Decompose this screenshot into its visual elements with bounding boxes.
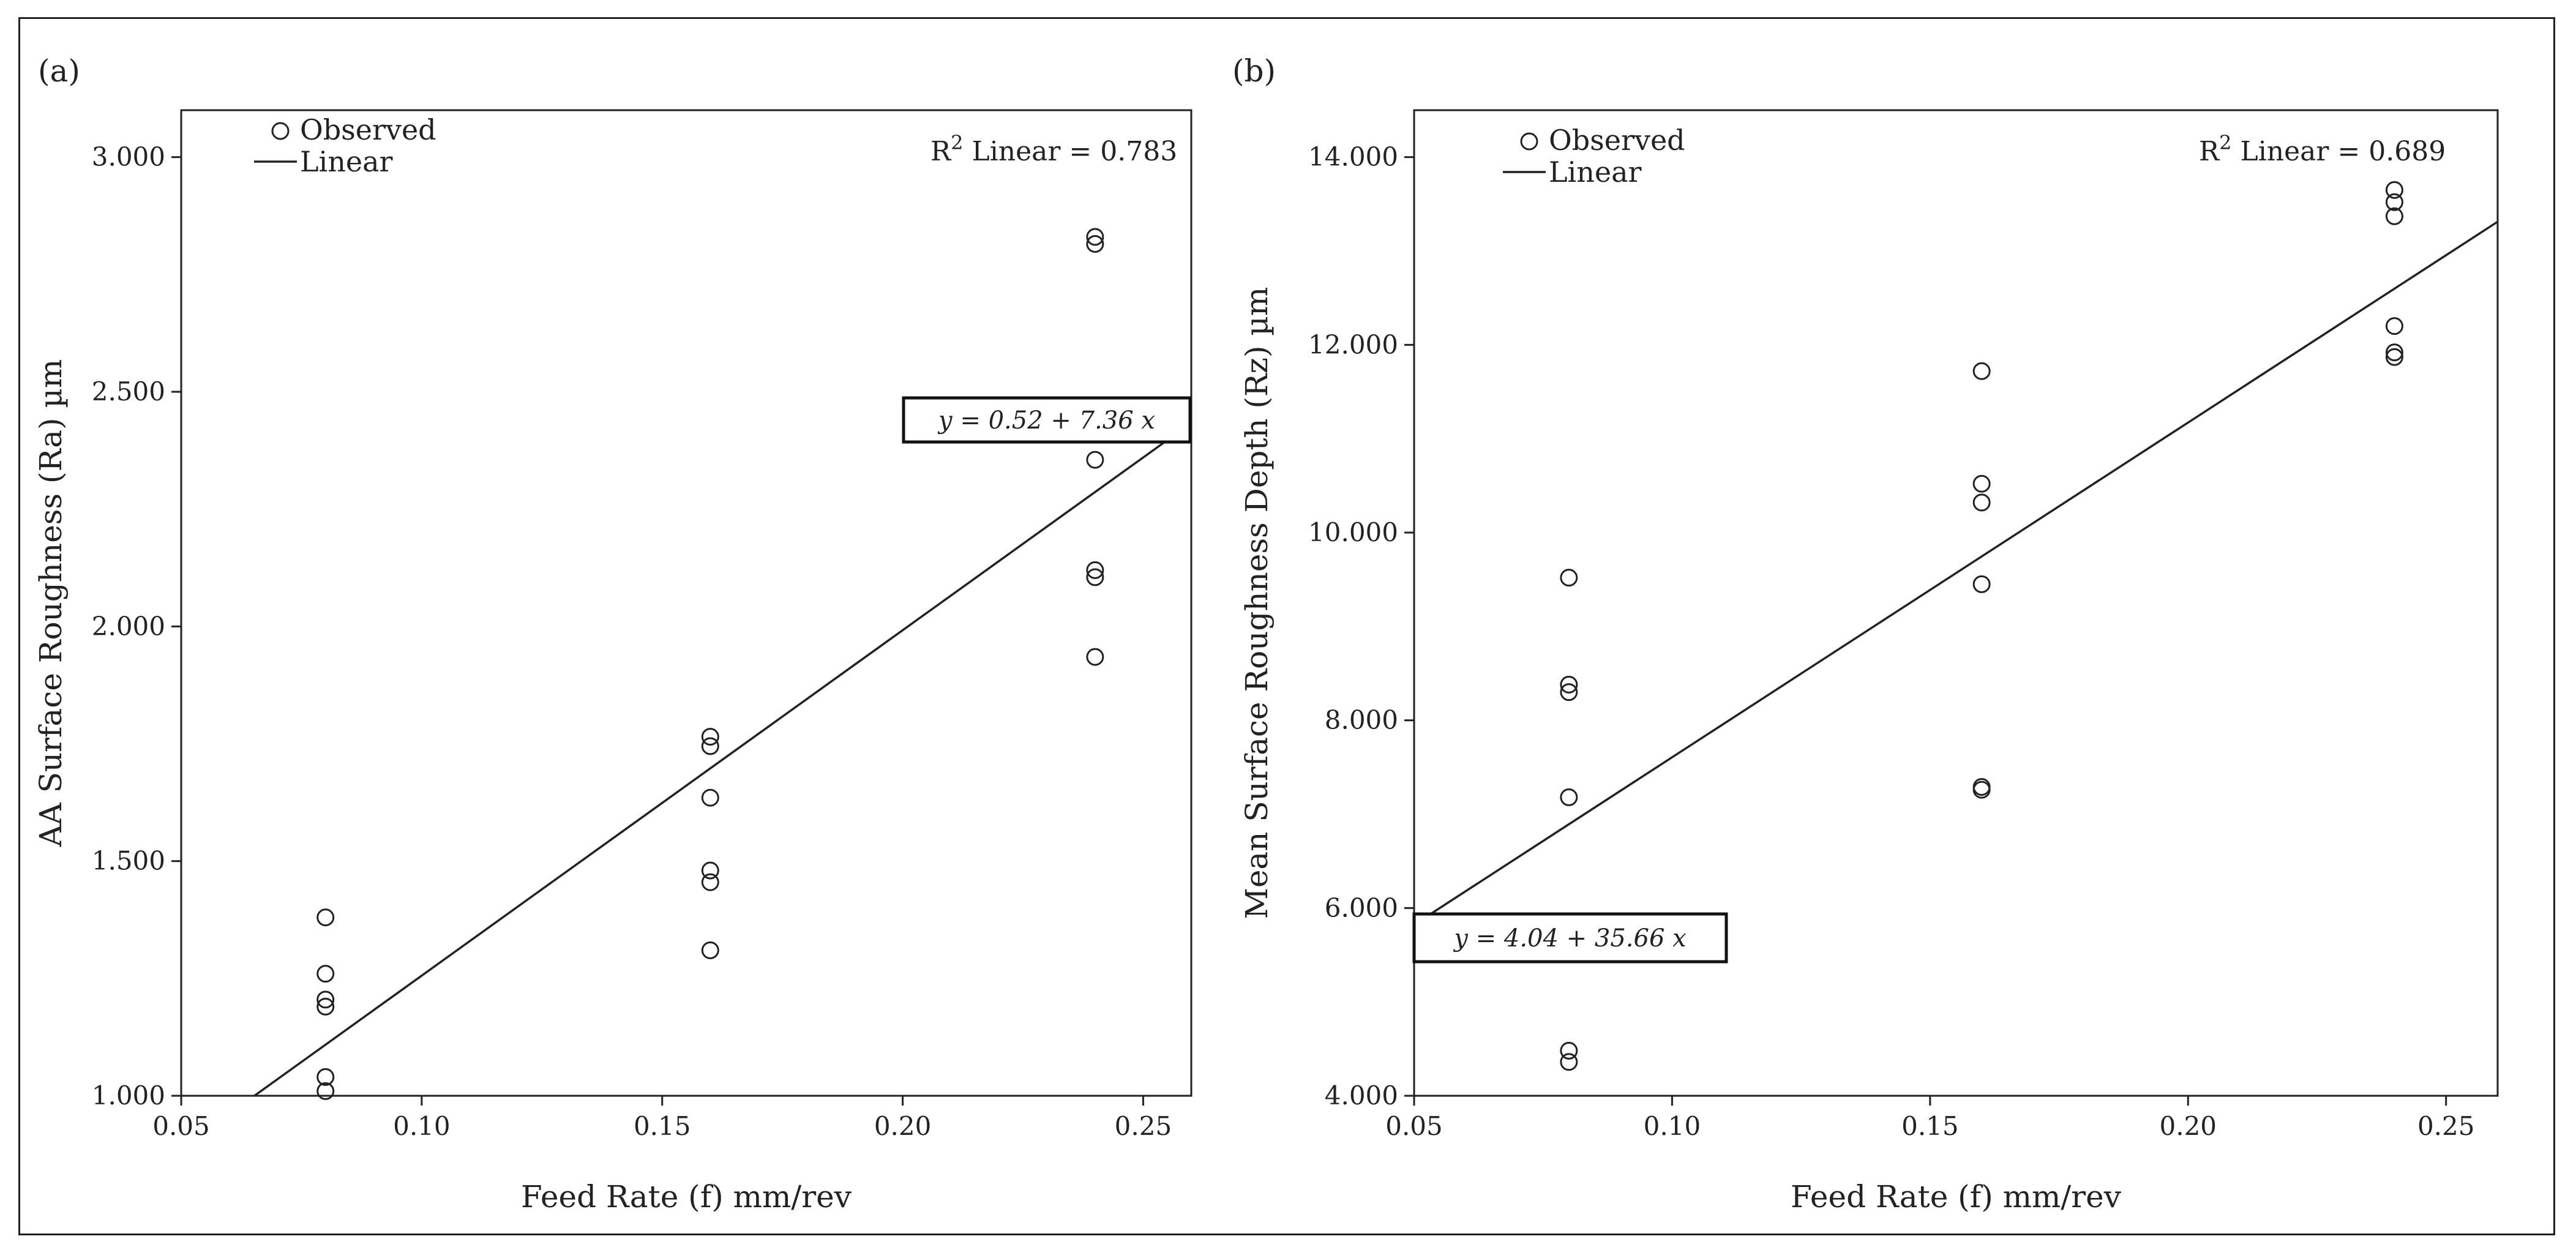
y-axis-title: AA Surface Roughness (Ra) µm — [33, 359, 69, 848]
data-point — [701, 737, 719, 755]
panel-label: (a) — [38, 53, 80, 89]
data-point — [2385, 181, 2403, 199]
data-point — [1560, 675, 1578, 694]
chart-panel-b: (b) 0.05 0.10 0.15 0.20 0.25 4.000 6.000 8.000 10… — [1232, 53, 2499, 1215]
x-tick-label: 0.10 — [393, 1111, 451, 1141]
data-point — [316, 1068, 335, 1086]
y-tick-label: 8.000 — [1325, 705, 1398, 735]
data-point — [1972, 362, 1991, 380]
data-point — [316, 1082, 335, 1100]
data-point — [2385, 348, 2403, 366]
x-tick-label: 0.25 — [2417, 1111, 2475, 1141]
data-point — [701, 728, 719, 746]
y-tick-label: 4.000 — [1325, 1080, 1398, 1110]
legend-observed-marker — [1520, 132, 1538, 151]
legend-observed-label: Observed — [1549, 124, 1685, 157]
y-axis-title: Mean Surface Roughness Depth (Rz) µm — [1239, 287, 1275, 919]
data-point — [316, 997, 335, 1016]
x-tick-label: 0.05 — [1385, 1111, 1443, 1141]
y-tick-label: 2.000 — [92, 611, 165, 641]
data-point — [1086, 228, 1104, 246]
y-tick-label: 6.000 — [1325, 893, 1398, 923]
data-point — [701, 873, 719, 891]
data-point — [1086, 561, 1104, 579]
x-tick-label: 0.20 — [2160, 1111, 2217, 1141]
panel-label: (b) — [1232, 53, 1276, 89]
data-point — [1972, 575, 1991, 593]
data-point — [2385, 317, 2403, 335]
equation-box — [902, 396, 1192, 444]
data-point — [1086, 235, 1104, 253]
x-tick-label: 0.05 — [152, 1111, 210, 1141]
linear-fit-line — [1414, 220, 2498, 926]
legend-linear-label: Linear — [1549, 155, 1642, 189]
data-point — [1972, 474, 1991, 493]
data-point — [701, 788, 719, 807]
legend-linear-label: Linear — [300, 145, 393, 178]
data-point — [2385, 343, 2403, 362]
data-point — [1086, 648, 1104, 666]
y-tick-label: 3.000 — [92, 142, 165, 172]
y-tick-label: 10.000 — [1308, 517, 1398, 547]
data-point — [701, 861, 719, 880]
legend-observed-marker — [271, 122, 290, 140]
plot-area — [180, 109, 1193, 1097]
y-tick-label: 2.500 — [92, 376, 165, 406]
equation-text: y = 4.04 + 35.66 x — [1453, 924, 1686, 953]
figure-frame — [18, 17, 2555, 1235]
x-tick-label: 0.25 — [1115, 1111, 1172, 1141]
x-tick-label: 0.20 — [874, 1111, 932, 1141]
data-point — [316, 990, 335, 1009]
r2-annotation: R2 Linear = 0.783 — [930, 131, 1177, 167]
data-point — [1560, 1041, 1578, 1060]
x-axis-title: Feed Rate (f) mm/rev — [1791, 1179, 2122, 1215]
data-point — [701, 941, 719, 959]
data-point — [1086, 568, 1104, 586]
x-tick-label: 0.15 — [634, 1111, 691, 1141]
data-point — [316, 908, 335, 927]
y-tick-label: 1.500 — [92, 846, 165, 876]
data-point — [1560, 788, 1578, 806]
r2-annotation: R2 Linear = 0.689 — [2199, 131, 2446, 167]
data-point — [1086, 451, 1104, 469]
data-point — [316, 965, 335, 983]
data-point — [1560, 1053, 1578, 1071]
equation-box — [1412, 912, 1728, 964]
data-point — [2385, 193, 2403, 211]
y-tick-label: 12.000 — [1308, 329, 1398, 359]
equation-text: y = 0.52 + 7.36 x — [937, 406, 1155, 435]
x-axis-title: Feed Rate (f) mm/rev — [521, 1179, 852, 1215]
data-point — [1972, 781, 1991, 799]
data-point — [1560, 683, 1578, 702]
chart-panel-a: (a) 0.05 0.10 0.15 0.20 0.25 1.000 1.500 2.000 2.… — [33, 53, 1193, 1215]
linear-fit-line — [252, 422, 1191, 1096]
plot-area — [1413, 109, 2499, 1097]
data-point — [1560, 569, 1578, 587]
data-point — [1972, 493, 1991, 512]
x-tick-label: 0.10 — [1644, 1111, 1701, 1141]
y-tick-label: 14.000 — [1308, 142, 1398, 172]
legend-observed-label: Observed — [300, 113, 436, 146]
data-point — [2385, 207, 2403, 225]
x-tick-label: 0.15 — [1901, 1111, 1959, 1141]
y-tick-label: 1.000 — [92, 1080, 165, 1110]
